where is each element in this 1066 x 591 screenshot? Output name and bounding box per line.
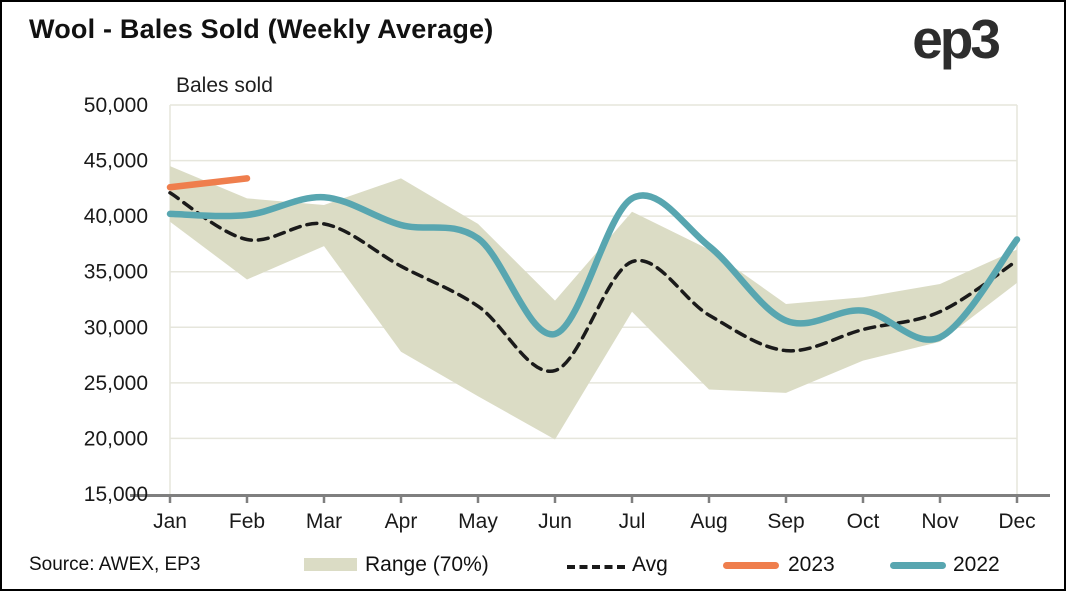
x-tick-label: Feb — [229, 510, 265, 533]
y-tick-label: 25,000 — [84, 372, 148, 395]
x-tick-label: May — [458, 510, 498, 533]
range-band-swatch — [304, 558, 357, 571]
y-tick-label: 15,000 — [84, 483, 148, 506]
y-tick-label: 40,000 — [84, 205, 148, 228]
x-tick-label: Mar — [306, 510, 342, 533]
x-tick-label: Apr — [385, 510, 418, 533]
y-tick-label: 20,000 — [84, 427, 148, 450]
y-tick-label: 45,000 — [84, 150, 148, 173]
legend-label-avg: Avg — [632, 553, 668, 576]
x-tick-label: Dec — [998, 510, 1035, 533]
line-2023-swatch — [723, 562, 779, 569]
range-band — [170, 166, 1017, 440]
avg-line — [168, 191, 1019, 373]
x-tick-label: Aug — [690, 510, 727, 533]
y-tick-label: 50,000 — [84, 94, 148, 117]
x-tick-label: Jul — [619, 510, 646, 533]
legend-label-2022: 2022 — [953, 553, 1000, 576]
line-2023 — [166, 175, 251, 191]
x-tick-label: Nov — [921, 510, 959, 533]
ep3-logo: ep3 — [912, 8, 1001, 70]
x-tick-label: Oct — [847, 510, 880, 533]
legend-label-range: Range (70%) — [365, 553, 489, 576]
x-tick-label: Jan — [153, 510, 187, 533]
x-tick-label: Sep — [767, 510, 804, 533]
y-axis-title: Bales sold — [176, 74, 273, 97]
avg-line-swatch — [567, 565, 625, 569]
source-note: Source: AWEX, EP3 — [29, 554, 201, 575]
y-tick-label: 35,000 — [84, 261, 148, 284]
x-tick-label: Jun — [538, 510, 572, 533]
chart-title: Wool - Bales Sold (Weekly Average) — [29, 14, 494, 44]
line-2022-swatch — [890, 562, 946, 569]
legend-label-2023: 2023 — [788, 553, 835, 576]
line-2022 — [166, 192, 1021, 343]
y-tick-label: 30,000 — [84, 316, 148, 339]
